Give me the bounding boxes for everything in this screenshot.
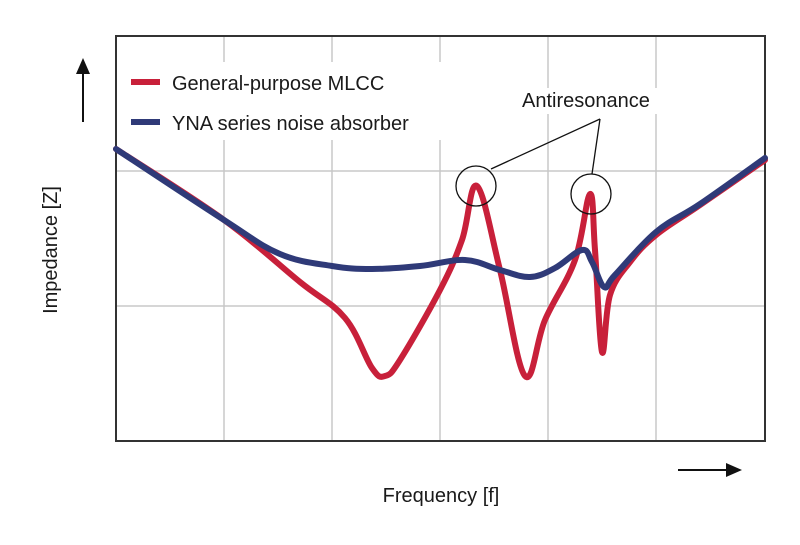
legend-label-mlcc: General-purpose MLCC: [172, 73, 384, 95]
y-axis-arrow: [76, 58, 90, 122]
series-general-purpose-mlcc: [113, 146, 768, 381]
x-axis-label: Frequency [f]: [383, 485, 500, 507]
plot-frame: [115, 35, 766, 442]
series-yna-noise-absorber: [113, 146, 768, 291]
legend: General-purpose MLCC YNA series noise ab…: [131, 73, 409, 135]
antiresonance-annotation: Antiresonance: [455, 90, 650, 215]
annotation-label: Antiresonance: [522, 90, 650, 112]
y-axis-label: Impedance [Z]: [40, 186, 62, 314]
x-axis-arrow: [678, 463, 742, 477]
antiresonance-circle-1: [455, 165, 497, 207]
legend-label-yna: YNA series noise absorber: [172, 113, 409, 135]
antiresonance-circle-2: [570, 173, 612, 215]
